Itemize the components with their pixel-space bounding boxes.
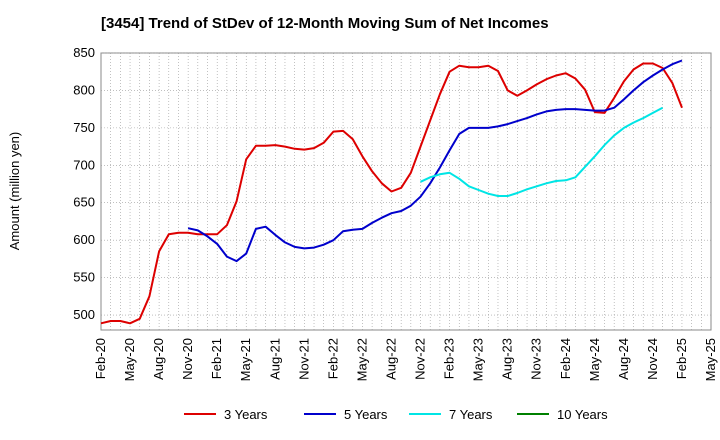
x-tick-label: Feb-20: [93, 338, 108, 379]
y-tick-label: 850: [73, 45, 95, 60]
x-tick-label: Feb-21: [209, 338, 224, 379]
x-tick-label: Aug-23: [500, 338, 515, 380]
series-lines: [100, 59, 683, 325]
x-tick-label: Nov-22: [413, 338, 428, 380]
y-axis-ticks: 500 550 600 650 700 750 800 850: [73, 45, 95, 322]
x-tick-label: Nov-21: [296, 338, 311, 380]
y-tick-label: 550: [73, 270, 95, 285]
x-tick-label: Nov-20: [180, 338, 195, 380]
y-tick-label: 800: [73, 82, 95, 97]
y-tick-label: 700: [73, 157, 95, 172]
x-tick-label: Feb-22: [325, 338, 340, 379]
y-tick-label: 600: [73, 232, 95, 247]
legend-label: 10 Years: [557, 407, 608, 422]
legend: 3 Years 5 Years 7 Years 10 Years: [184, 407, 608, 422]
x-tick-label: Feb-24: [558, 338, 573, 379]
x-tick-label: Aug-24: [616, 338, 631, 380]
x-tick-label: May-23: [471, 338, 486, 381]
plot-area: [100, 52, 712, 331]
x-tick-label: May-25: [703, 338, 718, 381]
series-line-7-years: [420, 106, 664, 197]
x-axis-ticks: Feb-20 May-20 Aug-20 Nov-20 Feb-21 May-21 Aug-…: [93, 338, 718, 381]
x-tick-label: Aug-21: [267, 338, 282, 380]
y-tick-label: 750: [73, 120, 95, 135]
x-tick-label: May-22: [354, 338, 369, 381]
x-tick-label: Aug-20: [151, 338, 166, 380]
grid: [101, 52, 711, 330]
x-tick-label: Feb-23: [442, 338, 457, 379]
series-line-3-years: [100, 62, 683, 325]
y-axis-label: Amount (million yen): [7, 132, 22, 251]
x-tick-label: Nov-24: [645, 338, 660, 380]
x-tick-label: Feb-25: [674, 338, 689, 379]
x-tick-label: May-21: [238, 338, 253, 381]
chart-title: [3454] Trend of StDev of 12-Month Moving…: [101, 15, 549, 32]
legend-label: 3 Years: [224, 407, 268, 422]
y-tick-label: 500: [73, 307, 95, 322]
legend-label: 5 Years: [344, 407, 388, 422]
y-tick-label: 650: [73, 195, 95, 210]
x-tick-label: May-20: [122, 338, 137, 381]
legend-label: 7 Years: [449, 407, 493, 422]
x-tick-label: Nov-23: [529, 338, 544, 380]
x-tick-label: Aug-22: [383, 338, 398, 380]
x-tick-label: May-24: [587, 338, 602, 381]
